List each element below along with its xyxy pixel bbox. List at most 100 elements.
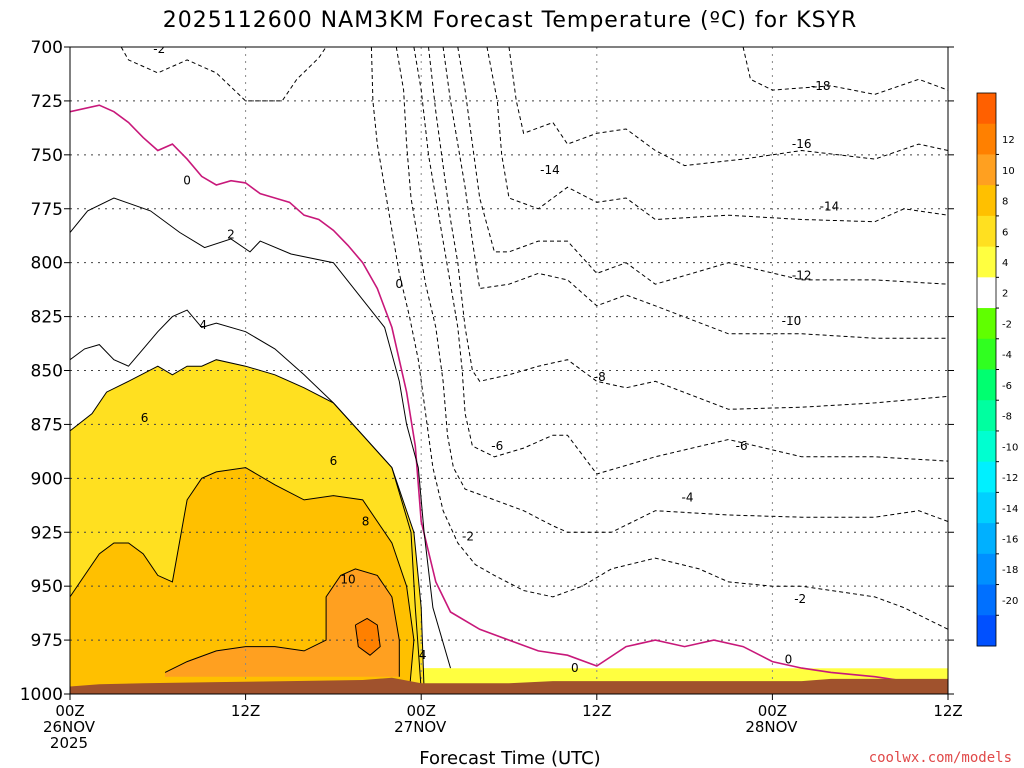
plot-fill-group: -2 -18 -16 -14 -14 -12 -10 -8 -6 -6 -4 -2 -2 0 0 0 0 2 4 6 6…	[70, 42, 948, 694]
y-tick-label: 925	[31, 523, 63, 543]
x-tick-label: 12Z	[933, 702, 962, 720]
y-tick-label: 950	[31, 577, 63, 597]
colorbar-swatch	[977, 308, 996, 340]
colorbar-swatch	[977, 400, 996, 432]
y-tick-label: 825	[31, 308, 63, 328]
colorbar-label: -4	[1002, 350, 1012, 361]
x-axis-label: Forecast Time (UTC)	[419, 748, 600, 768]
colorbar-swatch	[977, 523, 996, 555]
x-tick-label: 00Z	[758, 702, 787, 720]
colorbar-label: -18	[1002, 565, 1018, 576]
colorbar-swatch	[977, 123, 996, 155]
contour-2	[70, 197, 451, 669]
y-tick-label: 800	[31, 254, 63, 274]
contour--12	[457, 47, 948, 285]
plot-area: -2 -18 -16 -14 -14 -12 -10 -8 -6 -6 -4 -2 -2 0 0 0 0 2 4 6 6…	[70, 42, 948, 694]
credit-text[interactable]: coolwx.com/models	[869, 750, 1012, 766]
colorbar-swatch	[977, 246, 996, 278]
region-gte12	[355, 618, 381, 656]
contour--6	[413, 47, 948, 475]
contour-label: 4	[419, 648, 427, 662]
colorbar-label: 12	[1002, 135, 1015, 146]
x-tick-label: 26NOV	[43, 718, 96, 736]
contour-label: -14	[820, 200, 840, 214]
contour-label: -14	[540, 163, 560, 177]
y-tick-label: 750	[31, 146, 63, 166]
colorbar-label: 4	[1002, 258, 1008, 269]
contour--10	[442, 47, 948, 339]
contour-label: -6	[491, 439, 503, 453]
colorbar-swatch	[977, 615, 996, 647]
colorbar-label: -10	[1002, 442, 1018, 453]
contour-label: -2	[794, 592, 806, 606]
colorbar-swatch	[977, 584, 996, 616]
x-tick-label: 00Z	[55, 702, 84, 720]
contour-label: -6	[736, 439, 748, 453]
x-tick-label: 00Z	[407, 702, 436, 720]
contour-label: 4	[199, 318, 207, 332]
contour-0	[70, 104, 948, 687]
contour--8	[428, 47, 948, 410]
contour--14	[486, 47, 948, 223]
terrain-fill	[70, 677, 948, 694]
y-tick-label: 1000	[20, 685, 63, 705]
colorbar: 12 10 8 6 4 2 -2 -4 -6 -8 -10 -12 -14 -16 -18 -20	[976, 92, 1018, 647]
colorbar-label: 8	[1002, 197, 1008, 208]
colorbar-swatch	[977, 461, 996, 493]
region-gte10	[165, 568, 400, 677]
contour-8	[70, 467, 415, 690]
colorbar-label: 10	[1002, 166, 1015, 177]
colorbar-label: -12	[1002, 473, 1018, 484]
y-tick-label: 775	[31, 200, 63, 220]
contour--4	[395, 47, 948, 533]
colorbar-label: -2	[1002, 319, 1012, 330]
contour-label: 0	[785, 652, 793, 666]
x-tick-label: 28NOV	[745, 718, 798, 736]
colorbar-label: 2	[1002, 289, 1008, 300]
contour-label: -2	[153, 42, 165, 56]
y-tick-label: 875	[31, 415, 63, 435]
x-tick-label: 12Z	[582, 702, 611, 720]
colorbar-swatch	[977, 492, 996, 524]
contour-label: 6	[141, 411, 149, 425]
x-tick-label: 2025	[50, 734, 88, 752]
contour--16	[508, 47, 948, 167]
contour-label: -2	[462, 530, 474, 544]
contour--2	[120, 47, 327, 102]
contour-label: -4	[682, 491, 694, 505]
colorbar-swatch	[977, 185, 996, 217]
colorbar-swatch	[977, 277, 996, 309]
colorbar-swatch	[977, 369, 996, 401]
contour-label: 0	[395, 277, 403, 291]
colorbar-label: -14	[1002, 504, 1018, 515]
colorbar-label: 6	[1002, 227, 1008, 238]
colorbar-swatch	[977, 215, 996, 248]
colorbar-label: -16	[1002, 534, 1018, 545]
contour-label: -8	[594, 370, 606, 384]
y-tick-label: 700	[31, 38, 63, 58]
colorbar-label: -6	[1002, 381, 1012, 392]
x-tick-label: 27NOV	[394, 718, 447, 736]
contour-label: -10	[782, 314, 802, 328]
colorbar-swatch	[977, 553, 996, 586]
contour-label: 2	[227, 228, 235, 242]
contour-10	[164, 568, 400, 677]
contour-label: -12	[792, 269, 812, 283]
contour-label: -16	[792, 137, 812, 151]
colorbar-swatch	[977, 338, 996, 370]
colorbar-swatch	[977, 93, 996, 125]
contour-12	[354, 617, 381, 656]
chart-title: 2025112600 NAM3KM Forecast Temperature (…	[163, 8, 858, 33]
contour-label: 6	[330, 454, 338, 468]
contour-label: 10	[340, 573, 355, 587]
contour-label: 8	[362, 514, 370, 528]
contour-6	[70, 359, 425, 690]
y-tick-label: 725	[31, 92, 63, 112]
contour--2	[370, 47, 948, 630]
colorbar-label: -8	[1002, 412, 1012, 423]
y-tick-label: 850	[31, 362, 63, 382]
colorbar-swatch	[977, 430, 996, 463]
y-tick-label: 900	[31, 469, 63, 489]
y-tick-label: 975	[31, 631, 63, 651]
